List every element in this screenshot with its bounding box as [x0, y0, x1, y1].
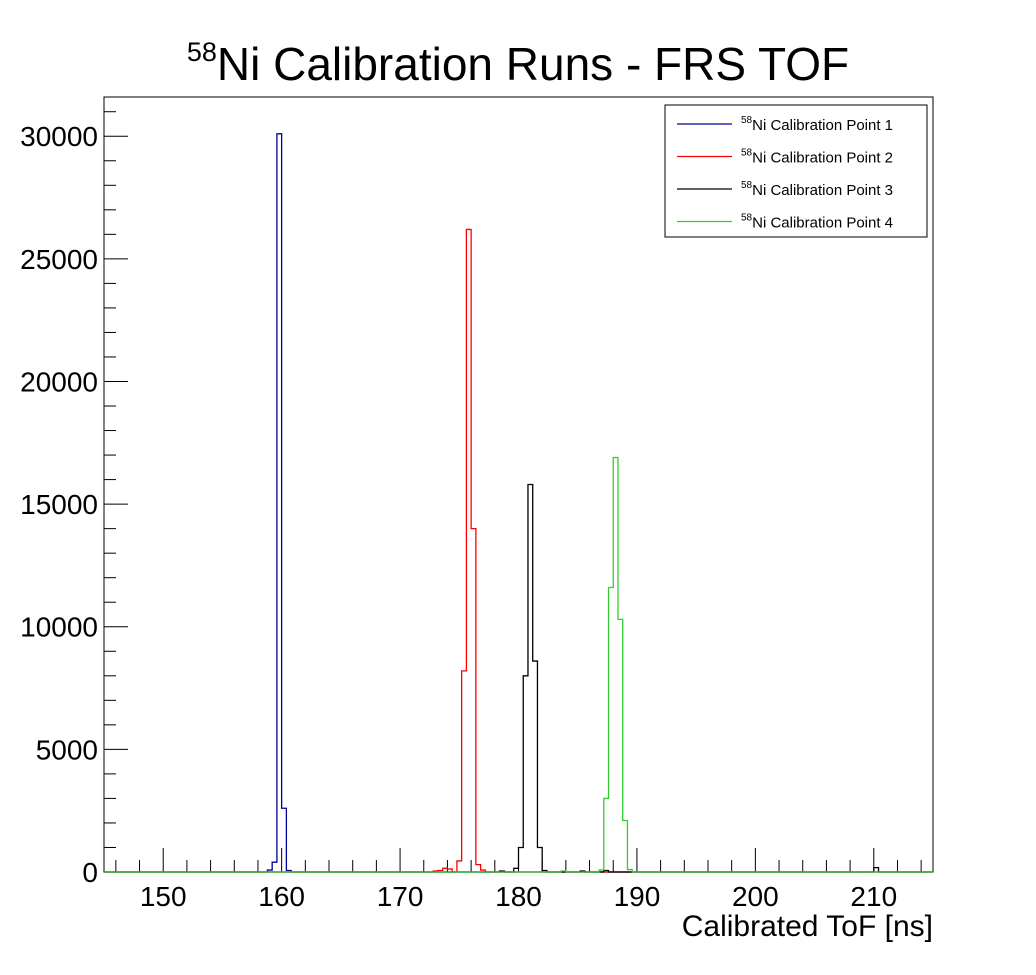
- legend-entry-label: Ni Calibration Point 2: [752, 150, 893, 167]
- legend-entry-1: 58Ni Calibration Point 1: [741, 115, 893, 134]
- legend-entry-superscript: 58: [741, 213, 753, 224]
- y-tick-label: 10000: [20, 612, 98, 643]
- y-tick-label: 30000: [20, 121, 98, 152]
- legend-entry-superscript: 58: [741, 148, 753, 159]
- legend-box: [664, 104, 928, 238]
- chart-title-superscript: 58: [187, 37, 217, 67]
- legend-entry-4: 58Ni Calibration Point 4: [741, 213, 893, 232]
- x-tick-label: 210: [850, 881, 897, 912]
- legend-entry-superscript: 58: [741, 180, 753, 191]
- x-tick-label: 160: [258, 881, 305, 912]
- axes: 150 160 170 180 190 200 210 0 5000 10000 15000 2000…: [20, 111, 922, 912]
- y-tick-label: 15000: [20, 489, 98, 520]
- x-axis-label: Calibrated ToF [ns]: [682, 910, 933, 943]
- x-tick-label: 170: [377, 881, 424, 912]
- legend-entry-label: Ni Calibration Point 3: [752, 182, 893, 199]
- y-tick-label: 20000: [20, 366, 98, 397]
- series-line-2: [104, 228, 933, 873]
- legend-entry-label: Ni Calibration Point 1: [752, 117, 893, 134]
- legend-entry-superscript: 58: [741, 115, 753, 126]
- x-tick-label: 190: [614, 881, 661, 912]
- y-tick-label: 0: [82, 857, 98, 888]
- series-group: [104, 133, 933, 873]
- x-tick-label: 180: [495, 881, 542, 912]
- chart-title-text: Ni Calibration Runs - FRS TOF: [217, 38, 849, 90]
- y-tick-label: 25000: [20, 244, 98, 275]
- legend-entry-label: Ni Calibration Point 4: [752, 215, 893, 232]
- series-line-4: [104, 456, 933, 873]
- chart-title: 58Ni Calibration Runs - FRS TOF: [187, 37, 849, 90]
- legend-entry-3: 58Ni Calibration Point 3: [741, 180, 893, 199]
- x-tick-label: 200: [732, 881, 779, 912]
- series-line-1: [104, 133, 933, 873]
- x-tick-label: 150: [140, 881, 187, 912]
- series-line-3: [104, 483, 933, 873]
- y-tick-label: 5000: [36, 734, 98, 765]
- legend-entry-2: 58Ni Calibration Point 2: [741, 148, 893, 167]
